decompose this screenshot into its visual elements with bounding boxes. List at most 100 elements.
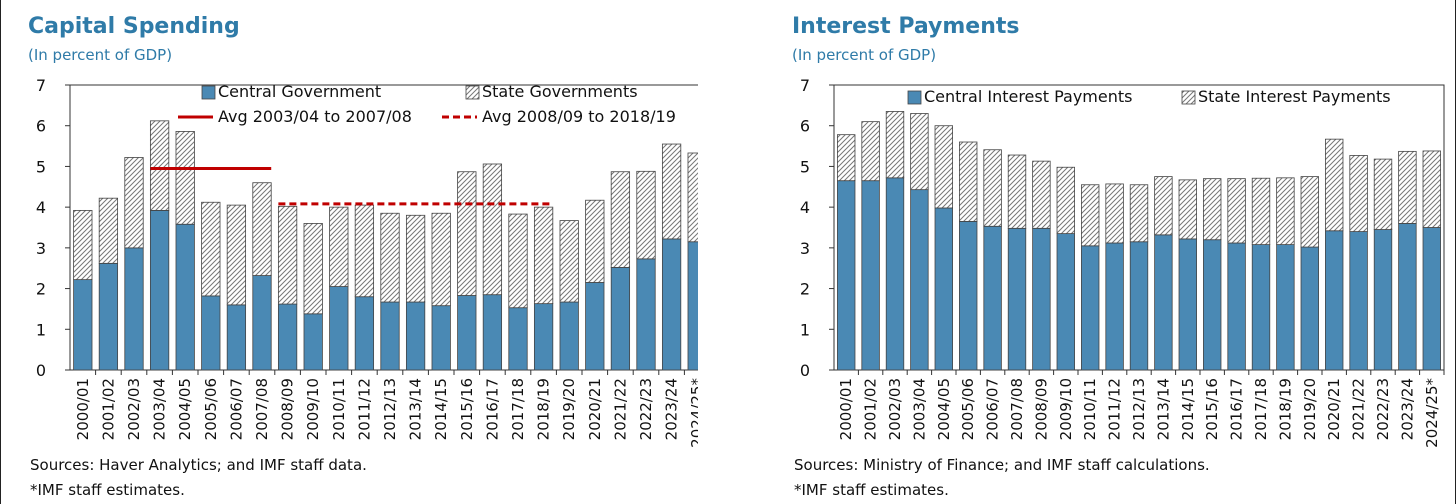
y-tick-label: 5 (36, 157, 46, 176)
capital-spending-panel: Capital Spending (In percent of GDP) 0 1 2… (28, 0, 756, 504)
x-tick-label: 2021/22 (1350, 378, 1368, 440)
y-tick-label: 0 (36, 361, 46, 380)
bar-central (1251, 244, 1271, 371)
x-tick-label: 2013/14 (1154, 378, 1172, 440)
bar-state (457, 171, 477, 296)
y-tick-label: 6 (36, 117, 46, 136)
bar-central (1007, 227, 1027, 371)
chart-source: Sources: Haver Analytics; and IMF staff … (30, 456, 367, 474)
interest-payments-panel: Interest Payments (In percent of GDP) 0 1… (792, 0, 1456, 504)
x-tick-label: 2017/18 (509, 378, 527, 440)
bar-central (457, 295, 477, 371)
bar-central (661, 238, 682, 371)
bar-central (201, 295, 221, 371)
x-tick-label: 2009/10 (304, 378, 322, 440)
x-tick-label: 2022/23 (637, 378, 655, 440)
y-tick-label: 1 (800, 320, 810, 339)
bar-state (226, 204, 247, 306)
x-tick-label: 2005/06 (202, 378, 220, 440)
bar-central (1032, 227, 1051, 371)
x-tick-label: 2003/04 (151, 378, 169, 440)
bar-central (431, 305, 451, 371)
bar-central (885, 177, 905, 371)
bar-central (1203, 239, 1222, 371)
legend-swatch (465, 85, 480, 100)
bar-central (687, 241, 698, 371)
bar-state (1081, 184, 1100, 247)
x-tick-label: 2020/21 (586, 378, 604, 440)
left-frame-line (0, 0, 1, 504)
legend-label: State Governments (482, 82, 638, 101)
x-tick-label: 2006/07 (984, 378, 1002, 440)
legend-label: Central Government (218, 82, 381, 101)
x-tick-label: 2019/20 (1301, 378, 1319, 440)
x-tick-label: 2013/14 (407, 378, 425, 440)
x-tick-label: 2020/21 (1325, 378, 1343, 440)
y-tick-label: 4 (800, 198, 810, 217)
y-tick-label: 7 (800, 76, 810, 95)
bar-state (1325, 138, 1344, 232)
bar-central (175, 223, 195, 371)
bar-central (1325, 230, 1344, 371)
bar-state (837, 134, 856, 182)
x-tick-label: 2018/19 (1276, 378, 1294, 440)
y-tick-label: 2 (36, 280, 46, 299)
bar-state (861, 121, 880, 182)
bar-state (559, 220, 579, 303)
bar-central (405, 301, 426, 371)
bar-central (277, 303, 298, 371)
chart-title: Interest Payments (792, 14, 1020, 39)
x-tick-label: 2004/05 (176, 378, 194, 440)
y-tick-label: 3 (36, 239, 46, 258)
chart-subtitle: (In percent of GDP) (792, 46, 937, 64)
x-tick-label: 2014/15 (1179, 378, 1197, 440)
bar-central (1349, 231, 1368, 371)
bar-state (885, 111, 905, 179)
bar-state (533, 206, 554, 305)
bar-state (354, 204, 375, 298)
x-tick-label: 2024/25* (1423, 378, 1441, 448)
y-tick-label: 1 (36, 320, 46, 339)
x-tick-label: 2000/01 (74, 378, 92, 440)
bar-central (1373, 229, 1393, 371)
x-tick-label: 2011/12 (1106, 378, 1124, 440)
bar-central (585, 282, 605, 371)
bar-state (1422, 150, 1441, 228)
bar-central (959, 220, 978, 371)
bar-central (226, 304, 247, 371)
bar-state (482, 163, 503, 296)
bar-state (1251, 177, 1271, 246)
bar-state (585, 199, 605, 283)
bar-state (1105, 183, 1124, 244)
bar-central (482, 294, 503, 371)
bar-state (124, 157, 144, 249)
bar-central (1178, 238, 1197, 371)
bar-central (983, 225, 1002, 371)
x-tick-label: 2008/09 (279, 378, 297, 440)
bar-central (124, 247, 144, 371)
bar-state (1203, 178, 1222, 241)
bar-state (508, 213, 528, 309)
x-tick-label: 2018/19 (535, 378, 553, 440)
x-tick-label: 2011/12 (355, 378, 373, 440)
bar-state (1398, 150, 1417, 224)
bar-state (431, 212, 451, 307)
x-tick-label: 2000/01 (837, 378, 855, 440)
x-tick-label: 2015/16 (1203, 378, 1221, 440)
bar-state (201, 201, 221, 297)
x-tick-label: 2012/13 (1130, 378, 1148, 440)
bar-central (98, 262, 119, 371)
bar-central (303, 313, 323, 371)
bar-state (277, 205, 298, 305)
bar-central (329, 286, 349, 371)
y-tick-label: 5 (800, 157, 810, 176)
x-tick-label: 2021/22 (611, 378, 629, 440)
legend-item: Avg 2008/09 to 2018/19 (442, 107, 676, 126)
y-tick-label: 7 (36, 76, 46, 95)
x-tick-label: 2002/03 (886, 378, 904, 440)
bar-central (1398, 223, 1417, 371)
bar-central (1154, 234, 1173, 371)
x-tick-label: 2012/13 (381, 378, 399, 440)
bar-state (610, 171, 631, 268)
bar-state (983, 149, 1002, 227)
